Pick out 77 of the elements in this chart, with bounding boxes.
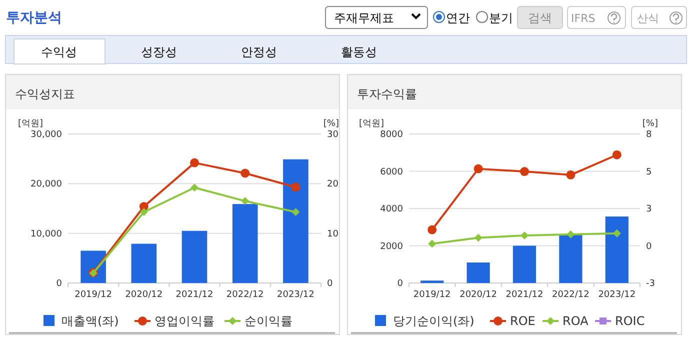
y2-axis-title: [%]	[642, 119, 658, 129]
y-tick-label: 30,000	[30, 130, 62, 140]
point	[190, 184, 198, 192]
bar	[232, 204, 258, 283]
point	[612, 229, 621, 238]
y2-tick-label: 5	[646, 167, 652, 178]
point	[428, 225, 437, 234]
x-tick-label: 2019/12	[413, 290, 451, 300]
text: 안정성	[241, 45, 277, 59]
legend-label: ROIC	[615, 314, 645, 328]
chart-title: 투자수익률	[357, 87, 417, 101]
x-tick-label: 2023/12	[277, 290, 314, 300]
x-tick-label: 2021/12	[176, 290, 214, 300]
x-tick-label: 2021/12	[506, 290, 544, 300]
point	[520, 167, 529, 176]
dropdown-field: 주재무제표	[325, 6, 428, 29]
point	[520, 231, 528, 240]
y-tick-label: 6000	[380, 167, 404, 178]
bar	[512, 246, 536, 283]
y-axis-title: [억원]	[359, 119, 384, 129]
y2-tick-label: 8	[646, 130, 652, 140]
bar	[605, 216, 628, 283]
x-tick-label: 2022/12	[226, 290, 264, 300]
legend-label: 순이익률	[244, 314, 292, 328]
bar	[182, 230, 208, 283]
text: 활동성	[341, 45, 377, 59]
bar	[466, 262, 490, 283]
x-tick-label: 2020/12	[460, 290, 497, 300]
y2-tick-label: 30	[327, 130, 339, 140]
point	[566, 170, 576, 180]
point	[291, 182, 300, 192]
text: 수익성	[41, 45, 77, 59]
y-tick-label: 0	[56, 279, 62, 289]
legend-label: ROE	[510, 314, 536, 328]
x-tick-label: 2022/12	[552, 290, 590, 300]
legend-label: ROA	[562, 314, 590, 328]
text: 성장성	[141, 45, 177, 59]
text: 투자분석	[6, 10, 62, 26]
y2-tick-label: 0	[646, 242, 652, 252]
legend-label: 당기순이익(좌)	[393, 314, 474, 328]
point	[474, 234, 482, 242]
text: IFRS	[571, 12, 596, 25]
y-tick-label: 4000	[380, 204, 404, 214]
text: 산식	[637, 12, 659, 25]
chart-title: 수익성지표	[15, 87, 75, 101]
legend-label: 매출액(좌)	[62, 314, 119, 328]
point	[241, 197, 250, 206]
y-axis-title: [억원]	[18, 119, 44, 129]
text: 분기	[489, 11, 513, 25]
point	[474, 164, 483, 174]
y2-tick-label: 0	[327, 279, 333, 289]
x-tick-label: 2020/12	[125, 290, 163, 300]
y2-tick-label: 3	[646, 204, 652, 214]
y2-axis-title: [%]	[323, 119, 339, 129]
point	[428, 240, 436, 248]
point	[190, 158, 199, 168]
y2-tick-label: -3	[646, 279, 655, 289]
bar	[283, 159, 308, 283]
point	[140, 208, 148, 216]
y-tick-label: 20,000	[30, 180, 62, 190]
text: 검색	[528, 11, 552, 25]
y-tick-label: 0	[397, 279, 404, 289]
point	[566, 230, 575, 238]
y-tick-label: 10,000	[30, 229, 62, 240]
bar	[131, 244, 157, 283]
point	[240, 168, 250, 178]
y2-tick-label: 10	[327, 229, 339, 240]
legend-label: 영업이익률	[154, 314, 214, 328]
y-tick-label: 8000	[380, 130, 404, 140]
y2-tick-label: 20	[327, 180, 339, 190]
x-tick-label: 2019/12	[74, 290, 112, 300]
bar	[559, 234, 582, 283]
point	[612, 150, 622, 160]
y-tick-label: 2000	[380, 242, 404, 252]
text: 연간	[446, 11, 470, 25]
point	[292, 208, 300, 216]
x-tick-label: 2023/12	[598, 290, 636, 300]
